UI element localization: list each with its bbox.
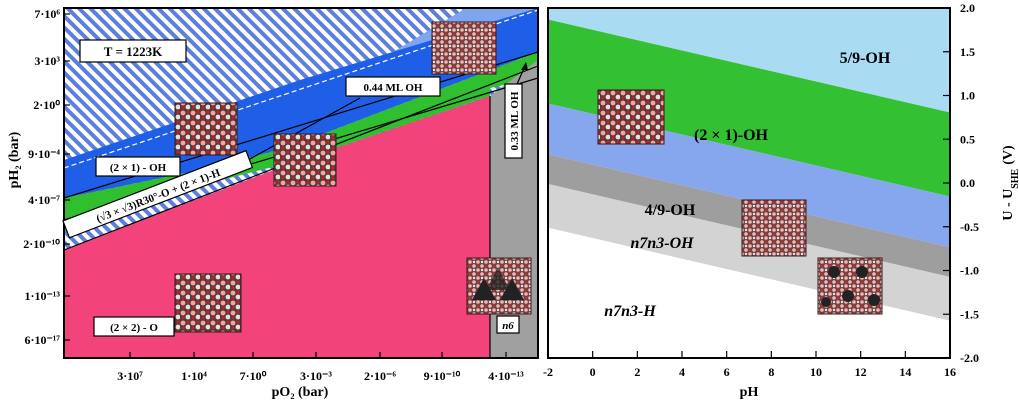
slab-image-2x2-o xyxy=(174,273,242,333)
right-y-tick-label: 0.5 xyxy=(960,132,975,146)
label-n6: n6 xyxy=(496,315,520,334)
slab-image-sqrt3 xyxy=(273,133,337,187)
left-y-tick-label: 4·10⁻⁷ xyxy=(28,193,60,207)
right-y-axis-label-sub: SHE xyxy=(1010,168,1019,188)
left-panel: T = 1223K 0.44 ML OH (2 × 1) - OH (√3 × … xyxy=(7,7,539,400)
left-x-tick-label: 4·10⁻¹³ xyxy=(488,369,524,383)
right-panel: 5/9-OH (2 × 1)-OH 4/9-OH n7n3-OH n7n3-H … xyxy=(543,1,1019,400)
right-y-tick-label: 1.0 xyxy=(960,89,975,103)
label-2x2-o: (2 × 2) - O xyxy=(93,316,175,337)
right-region-2 xyxy=(548,19,950,197)
arrowhead-0-33-ml-oh xyxy=(521,62,528,70)
right-x-tick-label: 6 xyxy=(724,365,730,379)
right-y-axis-label: U - USHE (V) xyxy=(1001,145,1019,221)
left-region-2x2-o xyxy=(64,96,490,358)
left-x-tick-label: 3·10⁷ xyxy=(117,369,143,383)
right-y-tick-label: 2.0 xyxy=(960,1,975,15)
right-y-tick-label: -2.0 xyxy=(960,351,979,365)
left-axis-ticks: 3·10⁷ 1·10⁴ 7·10⁰ 3·10⁻³ 2·10⁻⁶ 9·10⁻¹⁰ 4·10⁻¹… xyxy=(23,7,524,383)
right-x-tick-label: 4 xyxy=(679,365,685,379)
right-x-tick-label: 12 xyxy=(855,365,867,379)
left-x-tick-label: 7·10⁰ xyxy=(240,369,267,383)
slab-image-4-9-oh xyxy=(741,199,807,257)
region-label-2x1-oh: (2 × 1) - OH xyxy=(110,162,167,174)
left-x-tick-label: 9·10⁻¹⁰ xyxy=(424,369,461,383)
slab-image-0-44-ml xyxy=(431,21,497,75)
left-y-axis-label: pH₂ (bar) xyxy=(7,131,22,188)
left-y-tick-label: 7·10⁶ xyxy=(34,7,60,21)
right-y-tick-label: 0.0 xyxy=(960,176,975,190)
right-region-label-n7n3-h: n7n3-H xyxy=(604,303,656,320)
right-region-label-n7n3-oh: n7n3-OH xyxy=(630,235,694,252)
label-temperature: T = 1223K xyxy=(79,39,187,63)
left-y-tick-label: 2·10⁰ xyxy=(33,98,60,112)
left-x-tick-label: 2·10⁻⁶ xyxy=(364,369,396,383)
region-label-2x2-o: (2 × 2) - O xyxy=(110,322,158,334)
slab-image-2x1-oh xyxy=(174,102,238,156)
right-y-tick-label: -1.0 xyxy=(960,264,979,278)
right-y-tick-label: -1.5 xyxy=(960,307,979,321)
right-y-tick-label: -0.5 xyxy=(960,220,979,234)
label-0-33-ml-oh: 0.33 ML OH xyxy=(504,83,523,159)
slab-image-n6 xyxy=(466,257,532,315)
left-y-tick-label: 1·10⁻¹³ xyxy=(24,289,60,303)
right-y-axis-label-unit: (V) xyxy=(1001,145,1016,165)
left-y-tick-label: 6·10⁻¹⁷ xyxy=(24,333,60,347)
slab-image-2x1-oh-right xyxy=(597,89,665,145)
left-x-axis-label: pO₂ (bar) xyxy=(272,385,329,400)
left-y-tick-label: 3·10³ xyxy=(34,54,60,68)
right-region-6 xyxy=(548,227,950,358)
right-x-tick-label: 2 xyxy=(634,365,640,379)
right-y-tick-label: 1.5 xyxy=(960,45,975,59)
left-y-tick-label: 2·10⁻¹⁰ xyxy=(23,237,60,251)
right-region-label-2x1-oh: (2 × 1)-OH xyxy=(694,127,769,144)
left-y-tick-label: 9·10⁻⁴ xyxy=(28,147,60,161)
right-region-1 xyxy=(548,8,950,113)
svg-text:U - USHE(V): U - USHE (V) xyxy=(1001,145,1019,221)
right-x-tick-label: 8 xyxy=(768,365,774,379)
right-x-tick-label: -2 xyxy=(543,365,553,379)
region-label-n6: n6 xyxy=(502,320,514,332)
label-2x1-oh: (2 × 1) - OH xyxy=(95,156,181,177)
right-x-tick-label: 16 xyxy=(944,365,956,379)
left-x-tick-label: 1·10⁴ xyxy=(181,369,207,383)
temperature-text: T = 1223K xyxy=(104,44,163,59)
right-x-axis-label: pH xyxy=(740,385,759,400)
right-axis-ticks: -2 0 2 4 6 8 10 12 14 16 2.0 1.5 1.0 0.5 0.0 -0.5 -1.0 -1… xyxy=(543,1,979,379)
right-x-tick-label: 10 xyxy=(810,365,822,379)
right-region-label-4-9-oh: 4/9-OH xyxy=(645,202,696,219)
right-x-tick-label: 0 xyxy=(590,365,596,379)
region-label-0-44-ml-oh: 0.44 ML OH xyxy=(364,82,423,94)
left-x-tick-label: 3·10⁻³ xyxy=(300,369,332,383)
right-region-label-5-9-oh: 5/9-OH xyxy=(840,50,891,67)
label-0-44-ml-oh: 0.44 ML OH xyxy=(345,76,441,97)
left-plot-frame xyxy=(63,7,539,359)
right-y-axis-label-main: U - U xyxy=(1001,189,1016,221)
slab-image-n7n3 xyxy=(817,257,883,315)
region-label-0-33-ml-oh: 0.33 ML OH xyxy=(509,91,521,150)
right-x-tick-label: 14 xyxy=(899,365,911,379)
